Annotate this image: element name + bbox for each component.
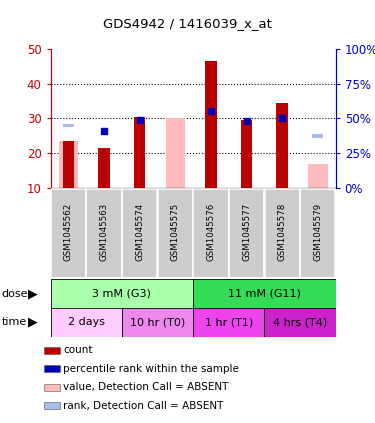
Bar — [44, 402, 60, 409]
Text: 10 hr (T0): 10 hr (T0) — [130, 317, 185, 327]
Text: count: count — [63, 345, 93, 355]
Bar — [193, 279, 336, 308]
Bar — [193, 189, 229, 278]
Bar — [205, 61, 217, 188]
Bar — [63, 124, 74, 127]
Bar — [98, 148, 110, 188]
Bar — [308, 164, 328, 188]
Text: GSM1045574: GSM1045574 — [135, 203, 144, 261]
Bar — [58, 141, 78, 188]
Text: value, Detection Call = ABSENT: value, Detection Call = ABSENT — [63, 382, 229, 392]
Text: ▶: ▶ — [28, 287, 38, 300]
Text: rank, Detection Call = ABSENT: rank, Detection Call = ABSENT — [63, 401, 224, 411]
Text: 2 days: 2 days — [68, 317, 105, 327]
Text: GSM1045577: GSM1045577 — [242, 203, 251, 261]
Bar — [44, 384, 60, 390]
Bar — [312, 134, 323, 137]
Bar — [276, 103, 288, 188]
Bar — [63, 141, 74, 188]
Bar — [264, 189, 300, 278]
Text: GSM1045563: GSM1045563 — [100, 203, 109, 261]
Text: GSM1045575: GSM1045575 — [171, 203, 180, 261]
Text: ▶: ▶ — [28, 316, 38, 329]
Text: GSM1045579: GSM1045579 — [314, 203, 322, 261]
Bar — [241, 120, 252, 188]
Bar — [134, 117, 146, 188]
Text: GSM1045562: GSM1045562 — [64, 203, 73, 261]
Text: GDS4942 / 1416039_x_at: GDS4942 / 1416039_x_at — [103, 17, 272, 30]
Text: GSM1045578: GSM1045578 — [278, 203, 286, 261]
Bar — [122, 308, 193, 337]
Bar — [122, 189, 158, 278]
Text: GSM1045576: GSM1045576 — [206, 203, 215, 261]
Bar — [51, 308, 122, 337]
Bar — [229, 189, 264, 278]
Bar — [158, 189, 193, 278]
Text: dose: dose — [2, 288, 28, 299]
Text: 4 hrs (T4): 4 hrs (T4) — [273, 317, 327, 327]
Bar — [300, 189, 336, 278]
Text: 11 mM (G11): 11 mM (G11) — [228, 288, 301, 299]
Text: time: time — [2, 317, 27, 327]
Bar — [44, 365, 60, 372]
Bar — [44, 347, 60, 354]
Text: 3 mM (G3): 3 mM (G3) — [92, 288, 151, 299]
Bar — [264, 308, 336, 337]
Text: percentile rank within the sample: percentile rank within the sample — [63, 364, 239, 374]
Bar — [51, 189, 86, 278]
Bar — [86, 189, 122, 278]
Bar — [193, 308, 264, 337]
Bar — [165, 118, 185, 188]
Bar — [51, 279, 193, 308]
Text: 1 hr (T1): 1 hr (T1) — [205, 317, 253, 327]
